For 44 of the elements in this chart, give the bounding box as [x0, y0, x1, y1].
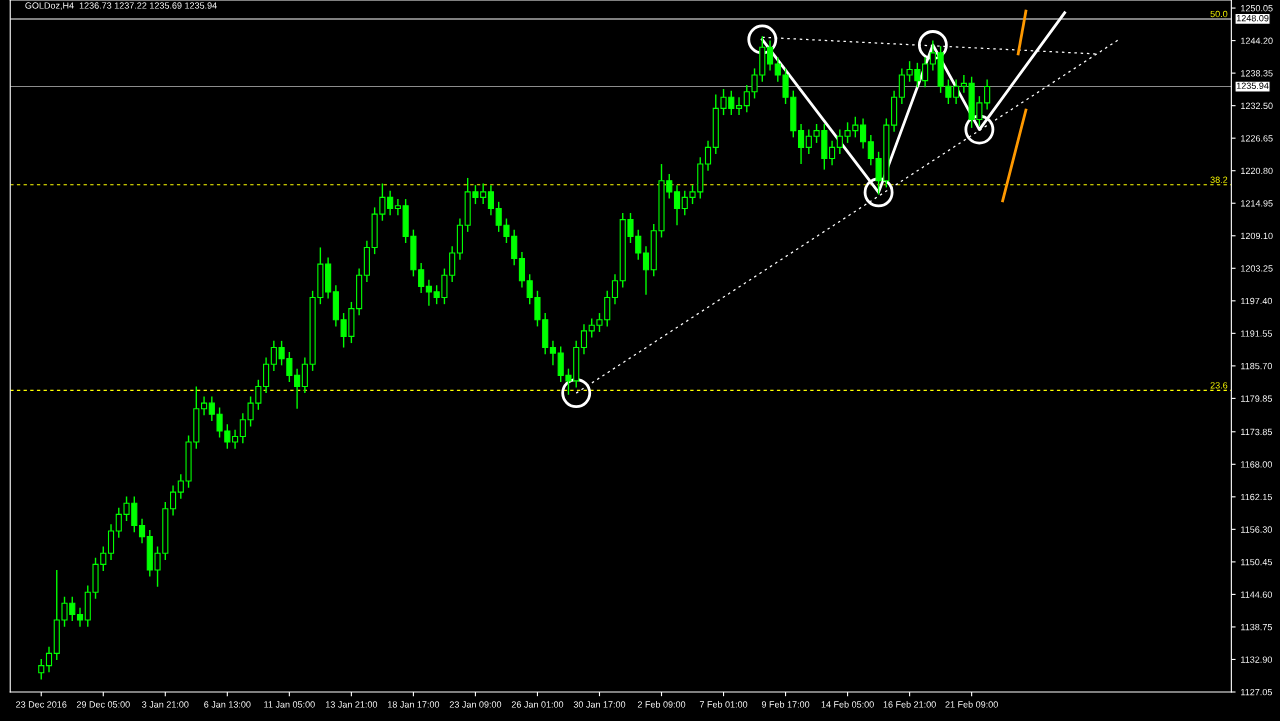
y-tick-label: 1144.60	[1241, 591, 1272, 598]
y-tick-label: 1244.20	[1241, 37, 1273, 44]
y-tick-label: 1214.95	[1241, 200, 1273, 207]
x-tick-label: 26 Jan 01:00	[511, 701, 564, 708]
x-tick-label: 30 Jan 17:00	[573, 701, 626, 708]
y-tick-label: 1232.50	[1241, 102, 1273, 110]
chart-title: GOLDoz,H4 1236.73 1237.22 1235.69 1235.94	[25, 2, 217, 10]
y-tick-label: 1203.25	[1241, 265, 1273, 272]
x-tick-label: 23 Jan 09:00	[449, 701, 502, 708]
y-tick-label: 1150.45	[1241, 558, 1272, 566]
x-tick-label: 9 Feb 17:00	[761, 701, 810, 708]
y-tick-label: 1168.00	[1241, 461, 1272, 468]
y-tick-label: 1226.65	[1241, 135, 1273, 142]
annotation: 38.2	[1210, 176, 1228, 183]
annotation: 50.0	[1210, 10, 1228, 18]
x-tick-label: 6 Jan 13:00	[204, 701, 251, 708]
x-tick-label: 7 Feb 01:00	[699, 701, 748, 708]
y-tick-label: 1173.85	[1241, 428, 1272, 436]
x-tick-label: 3 Jan 21:00	[142, 701, 189, 708]
x-tick-label: 29 Dec 05:00	[76, 701, 130, 708]
y-tick-label: 1220.80	[1241, 167, 1273, 175]
x-tick-label: 18 Jan 17:00	[387, 701, 440, 708]
x-tick-label: 2 Feb 09:00	[637, 701, 686, 708]
x-tick-label: 13 Jan 21:00	[325, 701, 378, 708]
y-tick-label: 1138.75	[1241, 623, 1272, 631]
y-tick-label: 1156.30	[1241, 526, 1272, 533]
y-tick-label: 1127.05	[1241, 688, 1272, 696]
x-tick-label: 16 Feb 21:00	[883, 701, 936, 708]
y-tick-label: 1191.55	[1241, 330, 1272, 337]
ref-line-label: 1235.94	[1236, 82, 1269, 89]
y-tick-label: 1238.35	[1241, 70, 1273, 77]
y-tick-label: 1209.10	[1241, 232, 1273, 240]
y-tick-label: 1197.40	[1241, 297, 1272, 305]
y-tick-label: 1162.15	[1241, 493, 1272, 501]
ref-line-label: 1248.09	[1236, 14, 1269, 22]
y-tick-label: 1185.70	[1241, 362, 1272, 370]
y-tick-label: 1250.05	[1241, 5, 1273, 12]
x-tick-label: 23 Dec 2016	[16, 701, 67, 708]
x-tick-label: 11 Jan 05:00	[264, 701, 315, 708]
x-tick-label: 14 Feb 05:00	[821, 701, 874, 708]
x-tick-label: 21 Feb 09:00	[945, 701, 998, 708]
y-tick-label: 1132.90	[1241, 656, 1272, 663]
annotation: 23.6	[1210, 382, 1228, 389]
y-tick-label: 1179.85	[1241, 395, 1272, 402]
